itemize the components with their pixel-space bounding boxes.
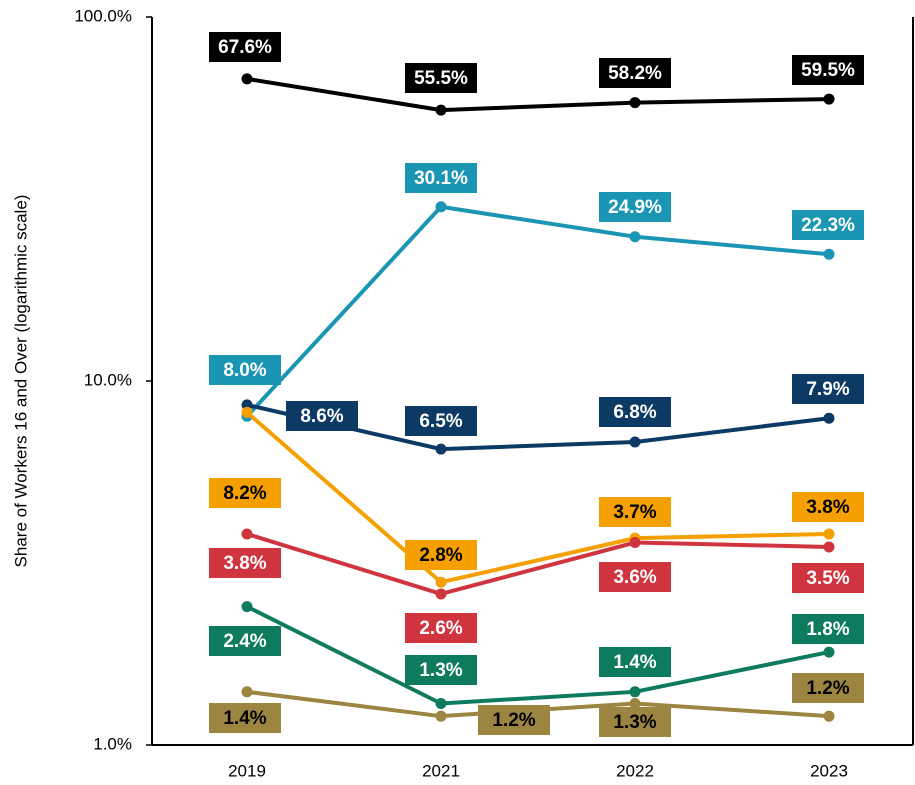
y-axis-title: Share of Workers 16 and Over (logarithmi… — [11, 195, 30, 568]
x-tick-label: 2019 — [228, 761, 266, 780]
data-label: 1.4% — [613, 652, 656, 673]
label-box — [599, 707, 671, 737]
label-box — [792, 374, 864, 404]
data-label: 8.0% — [223, 360, 266, 381]
label-box — [209, 626, 281, 656]
data-label: 1.8% — [806, 619, 849, 640]
point — [823, 93, 835, 105]
data-label: 8.6% — [300, 406, 343, 427]
x-tick-label: 2021 — [422, 761, 460, 780]
point — [241, 406, 253, 418]
series-line — [246, 604, 830, 706]
label-box — [792, 614, 864, 644]
series-line — [245, 410, 830, 585]
data-label: 24.9% — [608, 197, 662, 218]
point — [241, 601, 253, 613]
label-box — [209, 478, 281, 508]
data-label: 3.8% — [223, 553, 266, 574]
label-box — [209, 703, 281, 733]
data-label: 1.4% — [223, 708, 266, 729]
data-label: 67.6% — [218, 37, 272, 58]
label-box — [405, 63, 477, 93]
point — [823, 646, 835, 658]
point — [823, 710, 835, 722]
point — [629, 537, 641, 549]
y-tick-label: 100.0% — [74, 6, 132, 25]
series-line — [246, 76, 830, 113]
point — [435, 698, 447, 710]
label-box — [599, 192, 671, 222]
point — [435, 576, 447, 588]
data-label: 22.3% — [801, 215, 855, 236]
data-label: 55.5% — [414, 68, 468, 89]
label-box — [792, 563, 864, 593]
point — [435, 588, 447, 600]
label-box — [209, 32, 281, 62]
point — [629, 686, 641, 698]
x-tick-label: 2022 — [616, 761, 654, 780]
data-label: 58.2% — [608, 63, 662, 84]
label-box — [792, 673, 864, 703]
data-label: 3.5% — [806, 568, 849, 589]
label-box — [405, 655, 477, 685]
data-label: 3.7% — [613, 502, 656, 523]
series-line — [245, 204, 830, 418]
label-box — [209, 355, 281, 385]
point — [823, 412, 835, 424]
label-box — [405, 540, 477, 570]
label-box — [599, 647, 671, 677]
label-box — [599, 562, 671, 592]
x-tick-label: 2023 — [810, 761, 848, 780]
point — [629, 231, 641, 243]
data-label: 2.8% — [419, 545, 462, 566]
label-box — [209, 548, 281, 578]
label-box — [286, 401, 358, 431]
label-box — [405, 406, 477, 436]
point — [823, 541, 835, 553]
point — [629, 97, 641, 109]
data-label: 6.8% — [613, 402, 656, 423]
data-label: 1.3% — [613, 712, 656, 733]
point — [823, 528, 835, 540]
label-box — [792, 55, 864, 85]
label-box — [405, 163, 477, 193]
data-label: 1.2% — [492, 710, 535, 731]
point — [435, 201, 447, 213]
data-label: 1.3% — [419, 660, 462, 681]
data-label: 2.4% — [223, 631, 266, 652]
data-label: 7.9% — [806, 379, 849, 400]
data-label: 6.5% — [419, 411, 462, 432]
y-tick-label: 10.0% — [84, 370, 132, 389]
point — [241, 686, 253, 698]
point — [435, 710, 447, 722]
point — [629, 698, 641, 710]
data-label: 1.2% — [806, 678, 849, 699]
point — [435, 104, 447, 116]
data-label: 3.6% — [613, 567, 656, 588]
point — [241, 73, 253, 85]
label-box — [599, 58, 671, 88]
point — [823, 248, 835, 260]
label-box — [478, 705, 550, 735]
point — [241, 399, 253, 411]
point — [629, 436, 641, 448]
y-tick-label: 1.0% — [93, 734, 132, 753]
series-line — [246, 532, 830, 597]
data-label: 3.8% — [806, 497, 849, 518]
label-box — [599, 397, 671, 427]
label-box — [792, 492, 864, 522]
data-label: 59.5% — [801, 60, 855, 81]
data-label: 2.6% — [419, 618, 462, 639]
data-label: 30.1% — [414, 168, 468, 189]
label-box — [599, 497, 671, 527]
label-box — [405, 613, 477, 643]
point — [241, 528, 253, 540]
data-label: 8.2% — [223, 483, 266, 504]
point — [435, 443, 447, 455]
label-box — [792, 210, 864, 240]
